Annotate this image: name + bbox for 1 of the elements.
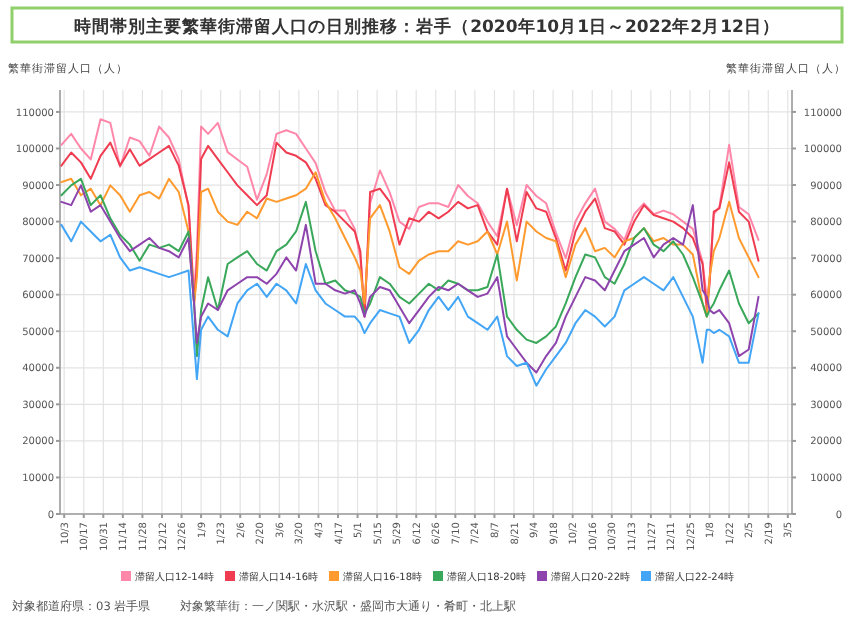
chart-title: 時間帯別主要繁華街滞留人口の日別推移：岩手（2020年10月1日～2022年2月12日） xyxy=(74,16,780,38)
